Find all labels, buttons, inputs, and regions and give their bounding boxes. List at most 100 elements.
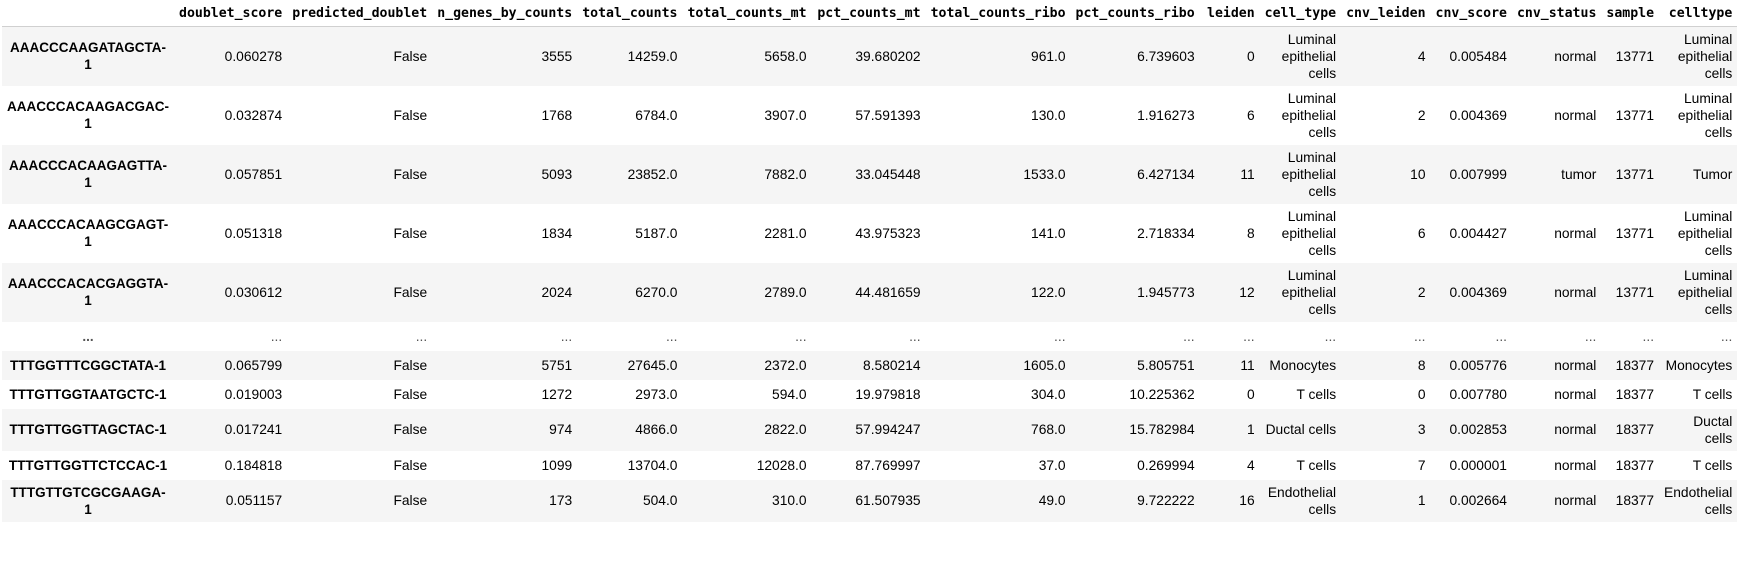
table-cell: 173: [549, 493, 573, 508]
table-cell: ...: [270, 328, 283, 344]
row-index: ...: [82, 328, 94, 344]
table-cell: 13704.0: [627, 457, 678, 473]
table-row: AAACCCACAAGACGAC-1 0.032874 False 1768 6784.…: [2, 85, 1738, 145]
table-cell: T cells: [1296, 386, 1337, 402]
table-cell: 3555: [541, 48, 573, 64]
table-cell: 16: [1239, 493, 1255, 508]
table-cell: 2822.0: [764, 422, 807, 437]
row-index: AAACCCACAAGACGAC-1: [7, 99, 169, 131]
table-cell: 0.060278: [224, 48, 283, 64]
table-cell: False: [393, 457, 428, 473]
table-cell: normal: [1554, 357, 1597, 373]
table-cell: 33.045448: [855, 166, 921, 182]
table-cell: 1272: [541, 386, 573, 402]
table-cell: 27645.0: [627, 357, 678, 373]
table-cell: 87.769997: [855, 457, 921, 473]
table-cell: 0.004369: [1449, 284, 1507, 300]
table-cell: 2.718334: [1137, 225, 1195, 241]
column-header: cnv_status: [1511, 0, 1602, 27]
table-cell: ...: [1183, 328, 1195, 344]
table-cell: 5093: [541, 166, 573, 182]
table-cell: 7882.0: [764, 166, 807, 182]
table-cell: Luminal epithelial cells: [1281, 208, 1337, 258]
table-cell: Tumor: [1692, 166, 1733, 182]
table-cell: Endothelial cells: [1267, 484, 1337, 517]
table-cell: normal: [1554, 107, 1597, 123]
table-cell: 2024: [541, 284, 573, 300]
table-cell: False: [393, 48, 428, 64]
table-cell: ...: [665, 328, 678, 344]
table-cell: normal: [1554, 48, 1597, 64]
table-cell: 0.002664: [1449, 493, 1507, 508]
table-cell: False: [393, 357, 428, 373]
table-cell: 130.0: [1031, 107, 1066, 123]
table-cell: 5187.0: [635, 225, 678, 241]
table-cell: 11: [1240, 166, 1255, 182]
row-index: AAACCCACAAGAGTTA-1: [9, 158, 167, 190]
table-cell: 1.916273: [1137, 107, 1195, 123]
table-cell: 19.979818: [855, 386, 921, 402]
table-cell: 2372.0: [764, 357, 807, 373]
table-cell: normal: [1554, 493, 1597, 508]
table-cell: 304.0: [1031, 386, 1066, 402]
table-cell: False: [393, 422, 428, 437]
table-cell: False: [393, 386, 428, 402]
table-cell: Endothelial cells: [1664, 484, 1733, 517]
column-header: leiden: [1199, 0, 1260, 27]
table-cell: 122.0: [1031, 284, 1066, 300]
table-cell: 961.0: [1031, 48, 1066, 64]
table-cell: 4: [1246, 457, 1255, 473]
table-cell: ...: [560, 328, 573, 344]
table-cell: False: [393, 493, 428, 508]
table-cell: 61.507935: [855, 493, 921, 508]
table-cell: 5658.0: [764, 48, 807, 64]
table-cell: False: [393, 107, 428, 123]
table-cell: 18377: [1615, 457, 1655, 473]
table-cell: 3907.0: [764, 107, 807, 123]
table-cell: 504.0: [642, 493, 678, 508]
table-cell: 0.007999: [1449, 166, 1507, 182]
table-cell: False: [393, 284, 428, 300]
table-cell: Ductal cells: [1693, 413, 1733, 446]
table-cell: 141.0: [1031, 225, 1066, 241]
column-header: total_counts_mt: [682, 0, 812, 27]
table-cell: 0: [1246, 48, 1255, 64]
table-cell: normal: [1554, 422, 1597, 437]
table-cell: 13771: [1615, 225, 1655, 241]
table-cell: 13771: [1615, 284, 1655, 300]
table-cell: 12: [1239, 284, 1255, 300]
table-cell: 18377: [1615, 422, 1655, 437]
table-cell: Ductal cells: [1265, 422, 1337, 437]
table-cell: 1533.0: [1023, 166, 1066, 182]
table-cell: 1834: [541, 225, 573, 241]
table-cell: 6.427134: [1137, 166, 1195, 182]
table-cell: 8: [1246, 225, 1255, 241]
table-cell: 6: [1417, 225, 1426, 241]
table-cell: 0.269994: [1137, 457, 1195, 473]
header-row: doublet_score predicted_doublet n_genes_…: [2, 0, 1738, 27]
table-cell: T cells: [1692, 457, 1733, 473]
row-index: TTTGGTTTCGGCTATA-1: [10, 357, 166, 373]
table-cell: 44.481659: [855, 284, 921, 300]
table-row: TTTGTTGTCGCGAAGA-1 0.051157 False 173 504.0 3…: [2, 479, 1738, 522]
table-cell: normal: [1554, 284, 1597, 300]
row-index: AAACCCACACGAGGTA-1: [7, 276, 169, 308]
table-cell: ...: [1495, 328, 1507, 344]
dataframe-table: doublet_score predicted_doublet n_genes_…: [2, 0, 1738, 522]
table-cell: ...: [1642, 328, 1655, 344]
table-row: AAACCCACAAGCGAGT-1 0.051318 False 1834 5187.…: [2, 203, 1738, 263]
table-cell: 18377: [1615, 386, 1655, 402]
column-header: total_counts_ribo: [925, 0, 1071, 27]
table-cell: 11: [1240, 357, 1255, 373]
table-cell: Luminal epithelial cells: [1677, 31, 1733, 81]
table-cell: 0.017241: [224, 422, 283, 437]
table-cell: ...: [795, 328, 807, 344]
table-cell: 6.739603: [1137, 48, 1195, 64]
table-cell: 4866.0: [635, 422, 678, 437]
table-cell: 0.004427: [1449, 225, 1507, 241]
table-cell: 768.0: [1031, 422, 1066, 437]
table-cell: ...: [1720, 328, 1733, 344]
column-header: cell_type: [1259, 0, 1342, 27]
table-cell: 57.994247: [855, 422, 921, 437]
table-cell: 37.0: [1038, 457, 1066, 473]
